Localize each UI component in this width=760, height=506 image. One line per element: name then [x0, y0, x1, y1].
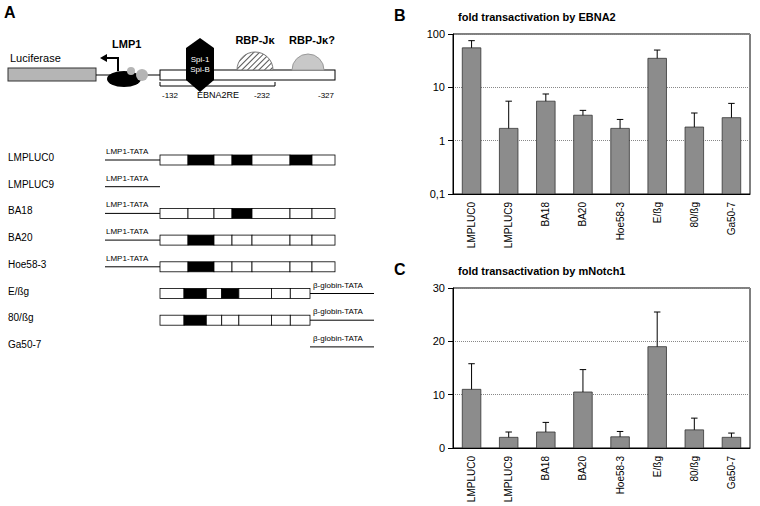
svg-text:LMP1-TATA: LMP1-TATA: [106, 254, 149, 263]
svg-text:β-globin-TATA: β-globin-TATA: [313, 281, 364, 290]
svg-text:Ga50-7: Ga50-7: [726, 456, 737, 490]
svg-text:Spi-B: Spi-B: [190, 65, 210, 74]
svg-text:fold transactivation by EBNA2: fold transactivation by EBNA2: [458, 11, 616, 23]
svg-text:E/ßg: E/ßg: [652, 202, 663, 223]
svg-text:A: A: [4, 4, 16, 21]
svg-text:BA18: BA18: [540, 202, 551, 227]
svg-text:B: B: [394, 7, 406, 24]
svg-text:LMP1: LMP1: [112, 38, 141, 50]
svg-text:0,1: 0,1: [430, 188, 445, 200]
svg-text:80/ßg: 80/ßg: [689, 202, 700, 228]
svg-text:Ga50-7: Ga50-7: [726, 202, 737, 236]
svg-text:BA18: BA18: [8, 205, 33, 216]
svg-text:10: 10: [433, 389, 445, 401]
svg-text:80/ßg: 80/ßg: [8, 312, 34, 323]
svg-text:10: 10: [433, 81, 445, 93]
svg-text:BA20: BA20: [577, 456, 588, 481]
svg-text:1: 1: [439, 135, 445, 147]
svg-text:20: 20: [433, 335, 445, 347]
svg-text:β-globin-TATA: β-globin-TATA: [313, 307, 364, 316]
svg-text:BA20: BA20: [8, 232, 33, 243]
svg-text:LMPLUC0: LMPLUC0: [8, 152, 55, 163]
svg-text:LMPLUC9: LMPLUC9: [503, 456, 514, 503]
svg-text:LMPLUC9: LMPLUC9: [503, 202, 514, 249]
svg-text:Spi-1: Spi-1: [191, 55, 210, 64]
svg-text:LMP1-TATA: LMP1-TATA: [106, 174, 149, 183]
svg-text:LMPLUC0: LMPLUC0: [466, 456, 477, 503]
svg-text:LMP1-TATA: LMP1-TATA: [106, 147, 149, 156]
svg-text:Luciferase: Luciferase: [10, 52, 61, 64]
svg-text:LMPLUC0: LMPLUC0: [466, 202, 477, 249]
svg-text:LMP1-TATA: LMP1-TATA: [106, 200, 149, 209]
svg-text:E/ßg: E/ßg: [652, 456, 663, 477]
svg-text:100: 100: [427, 28, 445, 40]
svg-text:0: 0: [439, 442, 445, 454]
svg-text:β-globin-TATA: β-globin-TATA: [313, 334, 364, 343]
svg-text:Hoe58-3: Hoe58-3: [615, 456, 626, 495]
svg-text:fold transactivation by mNotch: fold transactivation by mNotch1: [458, 265, 625, 277]
svg-text:BA18: BA18: [540, 456, 551, 481]
svg-text:BA20: BA20: [577, 202, 588, 227]
svg-text:-132: -132: [162, 91, 179, 100]
svg-text:Hoe58-3: Hoe58-3: [615, 202, 626, 241]
svg-text:LMPLUC9: LMPLUC9: [8, 179, 55, 190]
svg-text:C: C: [394, 261, 406, 278]
svg-text:-232: -232: [254, 91, 271, 100]
svg-text:Ga50-7: Ga50-7: [8, 339, 42, 350]
svg-text:EBNA2RE: EBNA2RE: [197, 90, 239, 100]
svg-text:Hoe58-3: Hoe58-3: [8, 259, 47, 270]
svg-text:RBP-Jκ: RBP-Jκ: [235, 34, 275, 46]
svg-text:LMP1-TATA: LMP1-TATA: [106, 227, 149, 236]
svg-text:-327: -327: [318, 91, 335, 100]
svg-text:30: 30: [433, 282, 445, 294]
svg-text:RBP-Jκ?: RBP-Jκ?: [289, 34, 335, 46]
svg-text:80/ßg: 80/ßg: [689, 456, 700, 482]
svg-text:E/ßg: E/ßg: [8, 286, 29, 297]
